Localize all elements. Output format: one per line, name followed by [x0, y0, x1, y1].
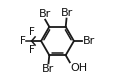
Text: F: F: [29, 46, 34, 56]
Text: Br: Br: [39, 9, 51, 19]
Text: F: F: [29, 26, 34, 36]
Text: Br: Br: [42, 64, 54, 74]
Text: F: F: [20, 36, 25, 46]
Text: OH: OH: [70, 63, 87, 73]
Text: Br: Br: [82, 36, 94, 46]
Text: Br: Br: [60, 8, 72, 18]
